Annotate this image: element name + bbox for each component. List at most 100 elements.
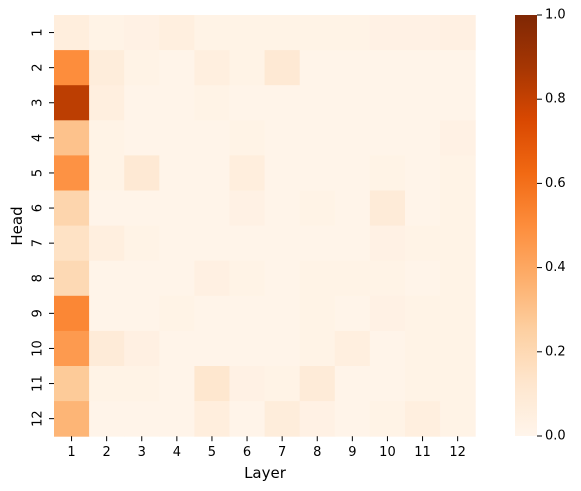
heatmap-cell [299,50,336,86]
heatmap-cell [264,330,301,367]
heatmap-cell [194,155,230,191]
heatmap-cell [124,120,160,156]
heatmap-cell [159,85,195,121]
x-tick-label: 2 [103,445,111,460]
y-tick-label: 11 [31,375,46,392]
heatmap-cell [89,120,125,156]
heatmap-cell [369,50,406,86]
heatmap-cell [264,15,301,51]
y-tick-label: 4 [31,134,46,142]
heatmap-cell [405,401,441,437]
heatmap-cell [440,15,476,51]
x-tick-label: 8 [313,445,321,460]
heatmap-cell [334,15,371,51]
heatmap-cell [89,50,125,86]
heatmap-cell [299,155,336,191]
colorbar-ticks: 0.0 0.2 0.4 0.6 0.8 1.0 [537,8,566,444]
heatmap-cell [440,260,476,297]
heatmap-cell [334,155,371,191]
heatmap-cell [89,85,125,121]
heatmap-cell [440,120,476,156]
heatmap-cell [89,330,125,367]
heatmap-cell [334,330,371,367]
heatmap-cell [229,225,266,262]
heatmap-cell [440,225,476,262]
heatmap-cell [229,401,266,437]
heatmap-cell [369,15,406,51]
heatmap-cell [405,366,441,402]
heatmap-cell [440,401,476,437]
heatmap-cell [440,295,476,332]
heatmap-cell [299,366,336,402]
heatmap-cell [54,366,90,402]
heatmap-cell [54,155,90,191]
heatmap-cell [299,295,336,332]
colorbar-tick-label: 0.6 [545,176,566,191]
heatmap-cell [369,260,406,297]
x-tick-label: 11 [414,445,431,460]
heatmap-cell [54,85,90,121]
x-tick-label: 4 [173,445,181,460]
heatmap-cell [194,260,230,297]
heatmap-cell [405,85,441,121]
heatmap-cell [369,330,406,367]
y-tick-label: 6 [31,204,46,212]
heatmap-cell [194,366,230,402]
heatmap-cell [440,155,476,191]
x-tick-label: 3 [138,445,146,460]
x-tick-label: 10 [379,445,396,460]
heatmap-cell [194,15,230,51]
heatmap-cell [194,85,230,121]
heatmap-cell [124,225,160,262]
heatmap-cell [369,295,406,332]
heatmap-cell [334,366,371,402]
heatmap-cell [89,225,125,262]
heatmap-cell [299,225,336,262]
heatmap-cell [264,366,301,402]
heatmap-cell [369,190,406,227]
heatmap-cell [229,50,266,86]
heatmap-cell [229,190,266,227]
heatmap-cell [229,330,266,367]
heatmap-cell [440,190,476,227]
heatmap-cell [334,401,371,437]
heatmap-cell [369,155,406,191]
heatmap-cell [124,155,160,191]
heatmap-cell [159,190,195,227]
heatmap-cell [89,260,125,297]
heatmap-cell [124,50,160,86]
heatmap-cell [54,225,90,262]
heatmap-cell [299,190,336,227]
heatmap-cell [264,50,301,86]
colorbar-tick-label: 0.2 [545,344,566,359]
heatmap-cell [405,120,441,156]
heatmap-cell [159,155,195,191]
heatmap-cell [229,260,266,297]
colorbar: 0.0 0.2 0.4 0.6 0.8 1.0 [515,8,566,444]
y-tick-label: 8 [31,274,46,282]
heatmap-cell [124,190,160,227]
heatmap-cell [124,15,160,51]
heatmap-cell [334,190,371,227]
heatmap-cell [229,120,266,156]
heatmap-cell [194,120,230,156]
y-tick-label: 12 [31,410,46,427]
colorbar-tick-label: 0.0 [545,429,566,444]
heatmap-cell [334,50,371,86]
heatmap-cell [334,85,371,121]
heatmap-cells [54,15,476,437]
heatmap-cell [264,401,301,437]
heatmap-cell [159,401,195,437]
heatmap-cell [264,260,301,297]
heatmap-cell [405,50,441,86]
heatmap-cell [54,120,90,156]
y-tick-label: 3 [31,99,46,107]
heatmap-cell [54,50,90,86]
heatmap-cell [159,225,195,262]
y-tick-label: 7 [31,239,46,247]
heatmap-cell [229,85,266,121]
heatmap-cell [405,260,441,297]
heatmap-cell [54,190,90,227]
heatmap-cell [124,330,160,367]
